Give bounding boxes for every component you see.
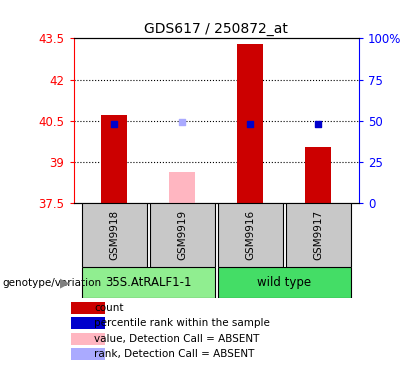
Bar — [237, 44, 263, 203]
Text: GSM9919: GSM9919 — [177, 210, 187, 260]
Text: percentile rank within the sample: percentile rank within the sample — [94, 318, 270, 328]
Text: GSM9916: GSM9916 — [245, 210, 255, 260]
Text: 35S.AtRALF1-1: 35S.AtRALF1-1 — [105, 276, 192, 289]
Text: wild type: wild type — [257, 276, 311, 289]
Text: value, Detection Call = ABSENT: value, Detection Call = ABSENT — [94, 334, 260, 344]
Text: count: count — [94, 303, 124, 313]
Bar — [71, 348, 105, 360]
Bar — [81, 203, 147, 267]
Bar — [71, 317, 105, 329]
Bar — [218, 267, 351, 298]
Point — [111, 121, 118, 127]
Title: GDS617 / 250872_at: GDS617 / 250872_at — [144, 22, 288, 36]
Bar — [150, 203, 215, 267]
Text: genotype/variation: genotype/variation — [2, 278, 101, 288]
Bar — [305, 147, 331, 203]
Text: GSM9917: GSM9917 — [313, 210, 323, 260]
Text: GSM9918: GSM9918 — [109, 210, 119, 260]
Text: rank, Detection Call = ABSENT: rank, Detection Call = ABSENT — [94, 349, 255, 359]
Point — [179, 119, 186, 125]
Bar — [71, 302, 105, 314]
Bar — [71, 333, 105, 345]
Point — [315, 121, 322, 127]
Bar — [81, 267, 215, 298]
Point — [247, 121, 254, 127]
Text: ▶: ▶ — [60, 276, 69, 289]
Bar — [218, 203, 283, 267]
Bar — [169, 172, 195, 203]
Bar — [286, 203, 351, 267]
Bar — [101, 115, 127, 203]
